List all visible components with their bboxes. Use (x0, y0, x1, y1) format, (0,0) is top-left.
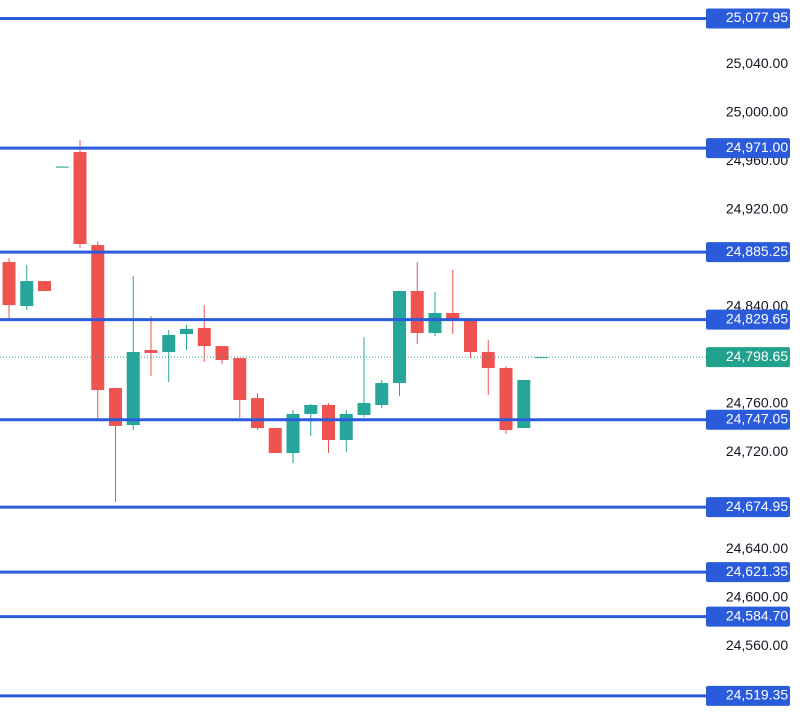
candle-body (2, 262, 16, 306)
level-tag (706, 409, 790, 430)
candle-body (357, 403, 371, 415)
level-tag (706, 685, 790, 706)
y-tick-label: 24,640.00 (726, 540, 788, 556)
level-tag (706, 309, 790, 330)
candle-body (339, 413, 353, 441)
candle-body (268, 428, 282, 454)
candle-body (38, 281, 51, 292)
y-tick-label: 24,920.00 (726, 201, 788, 217)
level-label: 24,971.00 (726, 139, 788, 155)
last-price-label: 24,798.65 (726, 348, 788, 364)
candle-body (375, 383, 389, 405)
level-label: 24,584.70 (726, 607, 788, 623)
candle-body (215, 346, 229, 361)
y-tick-label: 25,000.00 (726, 104, 788, 120)
candle-body (144, 350, 158, 353)
candle-body (180, 328, 193, 335)
level-tag (706, 497, 790, 518)
level-tag (706, 606, 790, 627)
candle-body (535, 357, 548, 359)
candle-body (251, 398, 264, 429)
candle-body (126, 351, 140, 425)
candle-body (393, 291, 406, 384)
candle-body (162, 335, 176, 352)
level-label: 25,077.95 (726, 9, 788, 25)
candle-body (286, 413, 300, 454)
candle-body (304, 404, 318, 414)
candle-body (20, 281, 34, 307)
level-tag (706, 242, 790, 263)
candle-body (233, 358, 247, 401)
candle-body (499, 368, 513, 430)
level-label: 24,829.65 (726, 310, 788, 326)
candle-body (446, 312, 460, 320)
level-label: 24,885.25 (726, 243, 788, 259)
level-label: 24,747.05 (726, 410, 788, 426)
candle-body (464, 319, 477, 352)
candle-body (428, 312, 442, 333)
y-tick-label: 24,760.00 (726, 395, 788, 411)
candle-body (91, 245, 105, 391)
y-tick-label: 24,560.00 (726, 637, 788, 653)
y-tick-label: 24,600.00 (726, 589, 788, 605)
candle-body (481, 351, 495, 369)
level-tag (706, 8, 790, 29)
candle-body (109, 388, 122, 426)
level-label: 24,519.35 (726, 687, 788, 703)
level-tag (706, 562, 790, 583)
candle-body (73, 152, 87, 244)
level-label: 24,621.35 (726, 563, 788, 579)
candle-body (410, 291, 424, 333)
y-tick-label: 25,040.00 (726, 55, 788, 71)
candle-body (322, 404, 335, 441)
level-tag (706, 138, 790, 159)
last-price-tag (706, 347, 790, 368)
candle-body (517, 380, 531, 429)
candle-body (55, 166, 69, 168)
y-tick-label: 24,720.00 (726, 443, 788, 459)
level-label: 24,674.95 (726, 498, 788, 514)
candle-body (197, 327, 211, 347)
